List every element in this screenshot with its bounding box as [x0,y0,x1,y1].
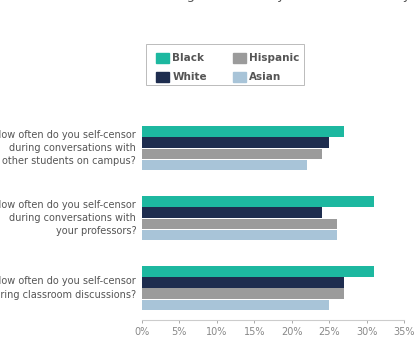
Bar [142,126,344,137]
Bar [142,149,322,159]
Text: Black: Black [172,53,204,63]
Bar [142,266,374,277]
Bar [142,219,337,229]
Bar [142,196,374,207]
Bar [142,277,344,288]
Bar [142,207,322,218]
Text: Asian: Asian [249,72,281,82]
Title: % of students who self-censor often in the
following situations by race and ethn: % of students who self-censor often in t… [132,0,414,2]
Bar [142,288,344,299]
Bar [142,230,337,240]
Bar [142,300,329,310]
Text: White: White [172,72,207,82]
Bar [142,160,307,170]
Text: Hispanic: Hispanic [249,53,300,63]
Bar [142,137,329,148]
